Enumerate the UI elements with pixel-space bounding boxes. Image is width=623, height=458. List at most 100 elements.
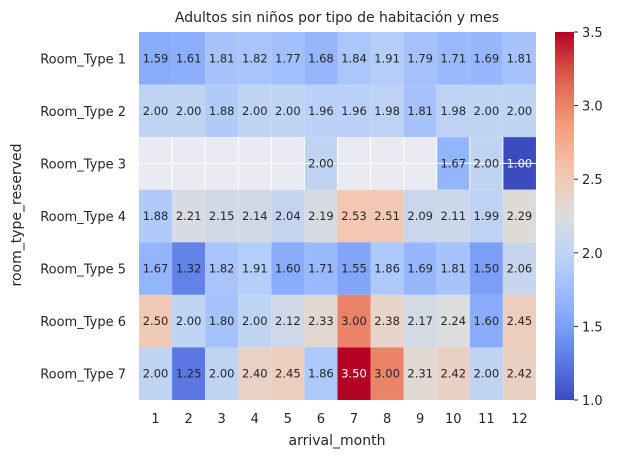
heatmap-cell — [205, 294, 239, 348]
colorbar-tick-label: 2.0 — [582, 247, 603, 262]
heatmap-cell — [139, 242, 173, 295]
heatmap-cell — [205, 242, 239, 295]
cell-value-label: 2.15 — [209, 209, 235, 223]
heatmap-cell — [436, 242, 470, 295]
heatmap-cell — [139, 84, 173, 138]
cell-value-label: 2.42 — [440, 367, 466, 381]
heatmap-cell — [271, 294, 305, 348]
cell-value-label: 3.00 — [374, 367, 400, 381]
cell-value-label: 1.96 — [308, 104, 334, 118]
heatmap-cell — [139, 32, 173, 85]
colorbar-tick-label: 1.0 — [582, 394, 603, 409]
heatmap-cell — [469, 242, 503, 295]
cell-value-label: 1.81 — [440, 262, 466, 276]
cell-value-label: 2.31 — [407, 367, 433, 381]
cell-value-label: 1.77 — [275, 51, 301, 65]
cell-value-label: 1.88 — [209, 104, 235, 118]
x-tick-label: 10 — [445, 412, 462, 427]
x-axis-label: arrival_month — [289, 433, 386, 449]
heatmap-cells — [139, 32, 536, 400]
y-tick-label: Room_Type 7 — [40, 368, 126, 383]
x-tick-label: 8 — [383, 412, 391, 427]
heatmap-cell — [370, 347, 404, 400]
cell-value-label: 1.79 — [407, 51, 433, 65]
cell-value-label: 2.00 — [242, 104, 268, 118]
heatmap-cell — [337, 294, 371, 348]
cell-value-label: 1.68 — [308, 51, 334, 65]
heatmap-cell — [271, 32, 305, 85]
cell-value-label: 2.53 — [341, 209, 367, 223]
x-tick-label: 3 — [218, 412, 226, 427]
cell-value-label: 1.80 — [209, 314, 235, 328]
cell-value-label: 2.33 — [308, 314, 334, 328]
cell-value-label: 1.71 — [308, 262, 334, 276]
cell-value-label: 1.86 — [308, 367, 334, 381]
cell-value-label: 2.00 — [474, 156, 500, 170]
x-tick-label: 5 — [284, 412, 292, 427]
heatmap-cell — [370, 32, 404, 85]
heatmap-cell — [205, 347, 239, 400]
heatmap-cell — [172, 32, 206, 85]
cell-value-label: 2.00 — [242, 314, 268, 328]
cell-value-label: 2.00 — [209, 367, 235, 381]
cell-value-label: 1.55 — [341, 262, 367, 276]
cell-value-label: 1.61 — [176, 51, 202, 65]
heatmap-cell — [436, 189, 470, 243]
heatmap-cell — [238, 189, 272, 243]
heatmap-cell — [370, 84, 404, 138]
heatmap-cell — [337, 347, 371, 400]
heatmap-cell — [370, 189, 404, 243]
cell-value-label: 2.09 — [407, 209, 433, 223]
cell-value-label: 1.59 — [143, 51, 169, 65]
heatmap-cell — [469, 84, 503, 138]
cell-value-label: 2.12 — [275, 314, 301, 328]
cell-value-label: 1.96 — [341, 104, 367, 118]
heatmap-cell — [238, 294, 272, 348]
cell-value-label: 2.19 — [308, 209, 334, 223]
heatmap-cell — [436, 32, 470, 85]
cell-value-label: 1.82 — [242, 51, 268, 65]
heatmap-cell — [502, 84, 536, 138]
cell-value-label: 2.00 — [507, 104, 533, 118]
x-tick-label: 11 — [478, 412, 495, 427]
heatmap-cell — [403, 347, 437, 400]
heatmap-cell — [403, 242, 437, 295]
cell-value-label: 2.00 — [308, 156, 334, 170]
cell-value-label: 1.98 — [440, 104, 466, 118]
y-axis-label: room_type_reserved — [9, 143, 25, 286]
cell-value-label: 1.98 — [374, 104, 400, 118]
heatmap-cell — [238, 347, 272, 400]
cell-value-label: 1.69 — [474, 51, 500, 65]
heatmap-cell — [304, 242, 338, 295]
cell-value-label: 2.38 — [374, 314, 400, 328]
heatmap-cell — [172, 347, 206, 400]
heatmap-cell — [337, 189, 371, 243]
cell-value-label: 2.00 — [275, 104, 301, 118]
heatmap-cell — [436, 347, 470, 400]
cell-value-label: 2.00 — [176, 314, 202, 328]
heatmap-cell — [403, 294, 437, 348]
cell-value-label: 2.50 — [143, 314, 169, 328]
cell-value-label: 2.00 — [143, 104, 169, 118]
cell-value-label: 2.00 — [143, 367, 169, 381]
cell-value-label: 1.82 — [209, 262, 235, 276]
x-tick-label: 2 — [184, 412, 192, 427]
heatmap-cell — [502, 242, 536, 295]
heatmap-cell — [271, 242, 305, 295]
heatmap-cell — [172, 242, 206, 295]
cell-value-label: 2.21 — [176, 209, 202, 223]
heatmap-cell — [304, 32, 338, 85]
heatmap-cell-labels: 1.59 1.61 1.81 1.82 1.77 1.68 1.84 1.91 1.79 1.71… — [143, 51, 532, 380]
cell-value-label: 1.84 — [341, 51, 367, 65]
heatmap-cell — [304, 294, 338, 348]
x-tick-labels: 1 2 3 4 5 6 7 8 9 10 11 12 — [151, 412, 527, 427]
colorbar-tick-label: 2.5 — [582, 173, 603, 188]
heatmap-cell — [139, 294, 173, 348]
x-tick-label: 7 — [350, 412, 358, 427]
cell-value-label: 2.00 — [176, 104, 202, 118]
colorbar — [555, 32, 574, 400]
heatmap-cell — [271, 84, 305, 138]
cell-value-label: 1.60 — [474, 314, 500, 328]
heatmap-cell — [469, 32, 503, 85]
cell-value-label: 2.24 — [440, 314, 466, 328]
